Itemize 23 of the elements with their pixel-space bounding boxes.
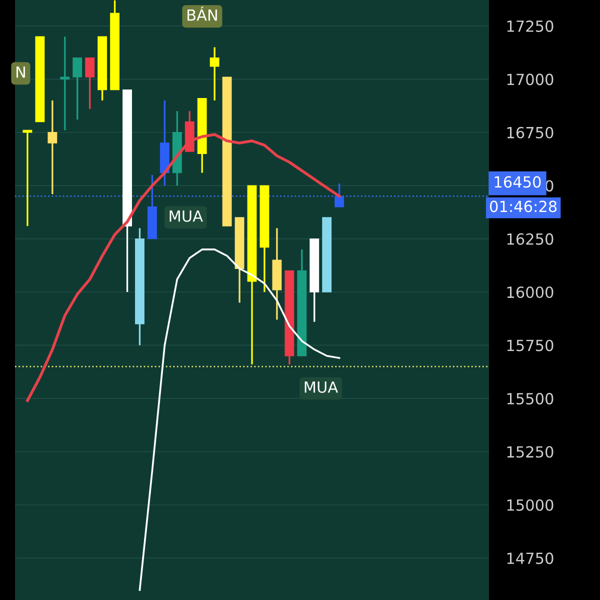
annotation: N [16, 66, 25, 78]
ref-line-label: 16450 [494, 176, 541, 188]
candlestick [60, 36, 70, 132]
y-tick-label: 17000 [507, 74, 554, 86]
y-tick-label: 16750 [507, 126, 554, 138]
y-tick-label: 14750 [507, 552, 554, 564]
annotation: MUA [170, 210, 203, 222]
candlestick [85, 57, 95, 110]
y-tick-label: 15250 [507, 446, 554, 458]
y-tick-label: 16000 [507, 286, 554, 298]
text: 01:46:28 [490, 200, 557, 212]
y-tick-label: 16250 [507, 233, 554, 245]
y-tick-label: 17250 [507, 20, 554, 32]
candlestick [48, 100, 58, 195]
annotation: MUA [304, 381, 338, 393]
candlestick [334, 182, 344, 208]
y-tick-label: 15000 [507, 499, 554, 511]
line-series [138, 248, 340, 591]
candlestick [72, 57, 82, 120]
y-tick-label: 15750 [507, 340, 554, 352]
annotation: BÁN [188, 6, 217, 21]
y-tick-label: 15500 [507, 392, 554, 404]
candlestick [210, 46, 220, 102]
